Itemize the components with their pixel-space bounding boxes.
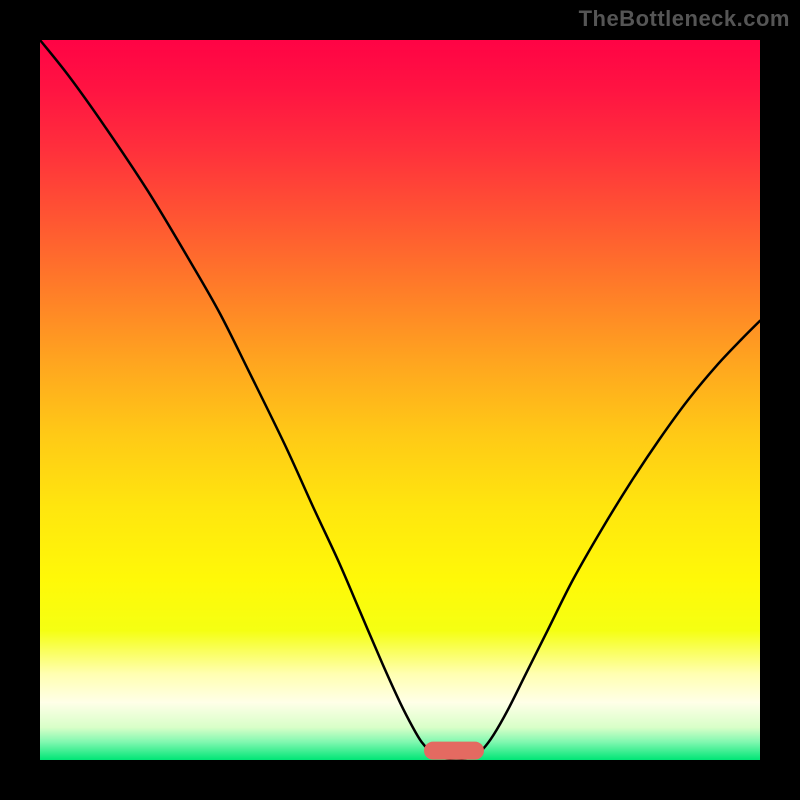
bottleneck-chart <box>0 0 800 800</box>
watermark-text: TheBottleneck.com <box>579 6 790 32</box>
optimal-range-marker <box>424 742 484 760</box>
chart-container: TheBottleneck.com <box>0 0 800 800</box>
gradient-background <box>40 40 760 760</box>
plot-area <box>40 40 760 760</box>
